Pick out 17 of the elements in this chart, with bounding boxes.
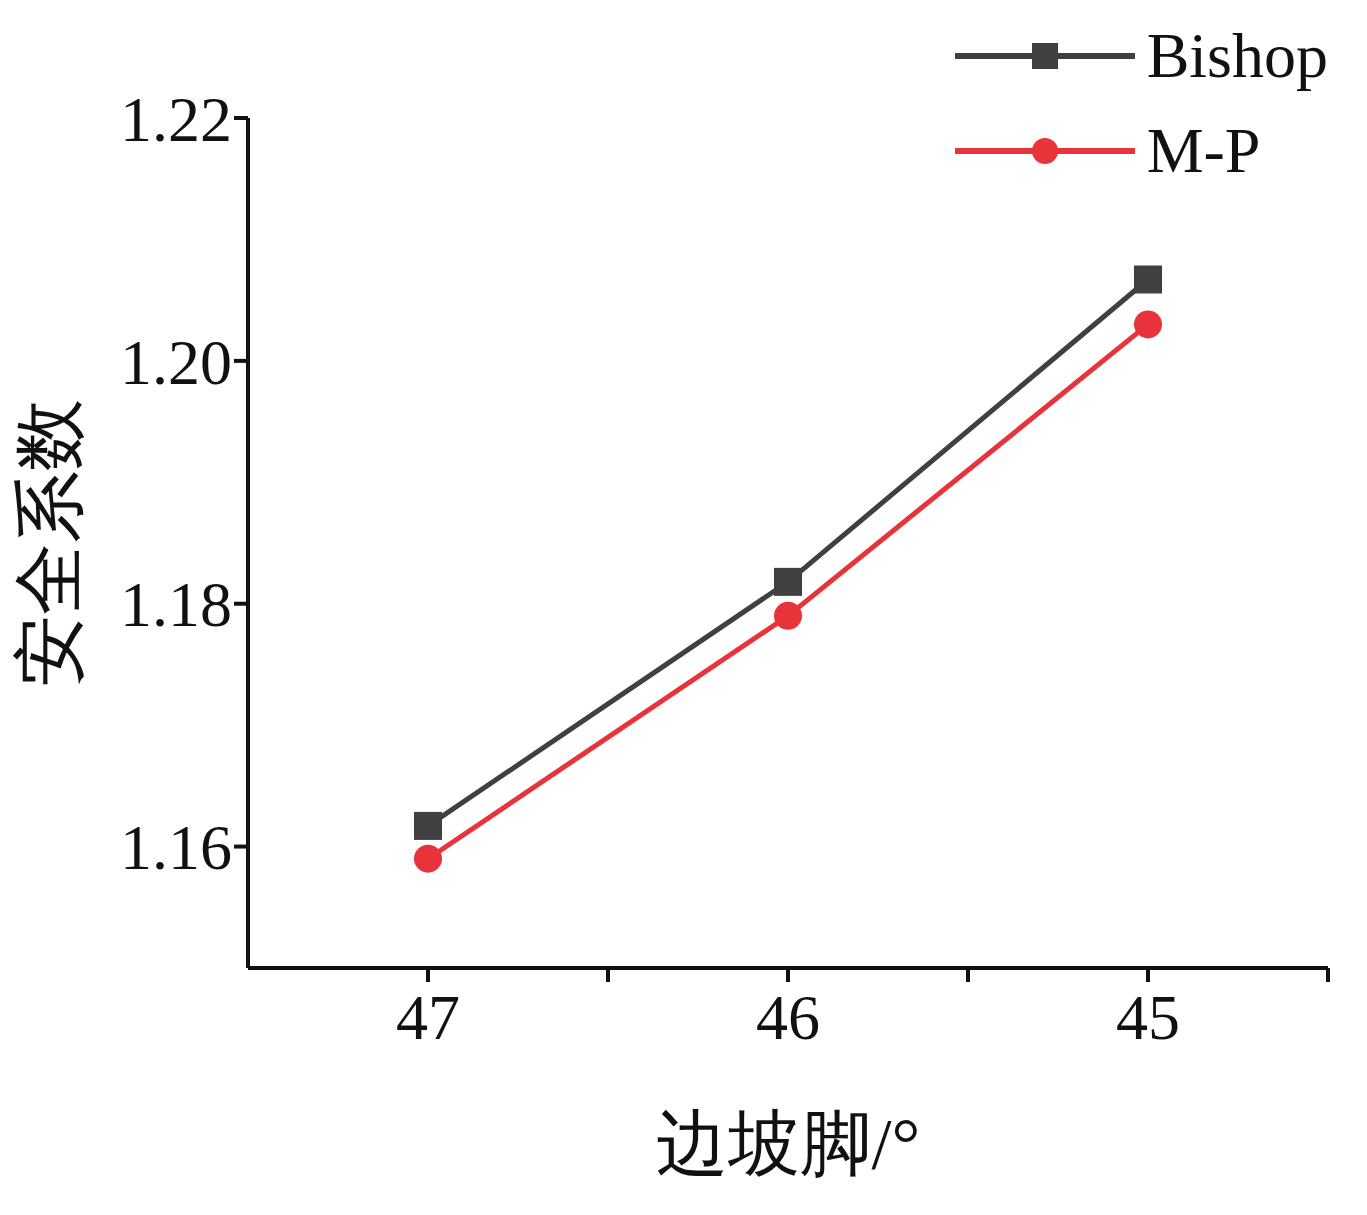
x-tick-label: 47 bbox=[396, 982, 460, 1054]
point bbox=[414, 844, 442, 873]
y-tick-label: 1.20 bbox=[120, 326, 232, 398]
point bbox=[1134, 265, 1162, 294]
point bbox=[774, 601, 802, 630]
x-axis-title: 边坡脚/° bbox=[655, 1104, 921, 1184]
point bbox=[414, 811, 442, 840]
point bbox=[1134, 310, 1162, 339]
y-tick-label: 1.22 bbox=[120, 83, 232, 155]
y-axis-title: 安全系数 bbox=[9, 399, 90, 687]
x-tick-label: 46 bbox=[756, 982, 820, 1054]
x-tick-label: 45 bbox=[1116, 982, 1180, 1054]
legend-label: M-P bbox=[1146, 113, 1261, 188]
legend-label: Bishop bbox=[1146, 18, 1328, 93]
y-tick-label: 1.16 bbox=[120, 812, 232, 884]
y-tick-label: 1.18 bbox=[120, 569, 232, 641]
point bbox=[774, 567, 802, 596]
